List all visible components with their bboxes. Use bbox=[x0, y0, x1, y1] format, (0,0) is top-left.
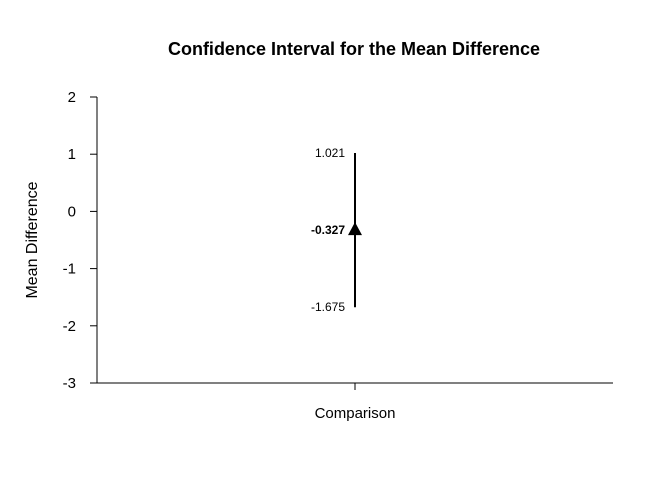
ci-upper-label: 1.021 bbox=[315, 146, 345, 160]
y-axis-label: Mean Difference bbox=[24, 181, 41, 298]
ci-estimate-marker bbox=[348, 222, 362, 236]
chart-title: Confidence Interval for the Mean Differe… bbox=[168, 39, 540, 59]
ci-marks: 1.021 -0.327 -1.675 bbox=[311, 146, 362, 314]
y-axis: 2 1 0 -1 -2 -3 bbox=[63, 89, 98, 392]
y-tick-label: 2 bbox=[68, 89, 76, 106]
x-tick-label: Comparison bbox=[315, 405, 396, 422]
y-tick-label: -2 bbox=[63, 318, 76, 335]
ci-lower-label: -1.675 bbox=[311, 300, 345, 314]
y-tick-label: -3 bbox=[63, 375, 76, 392]
x-axis: Comparison bbox=[97, 382, 613, 422]
ci-estimate-label: -0.327 bbox=[311, 223, 345, 237]
y-tick-label: 0 bbox=[68, 203, 76, 220]
y-tick-label: -1 bbox=[63, 261, 76, 278]
y-tick-label: 1 bbox=[68, 146, 76, 163]
